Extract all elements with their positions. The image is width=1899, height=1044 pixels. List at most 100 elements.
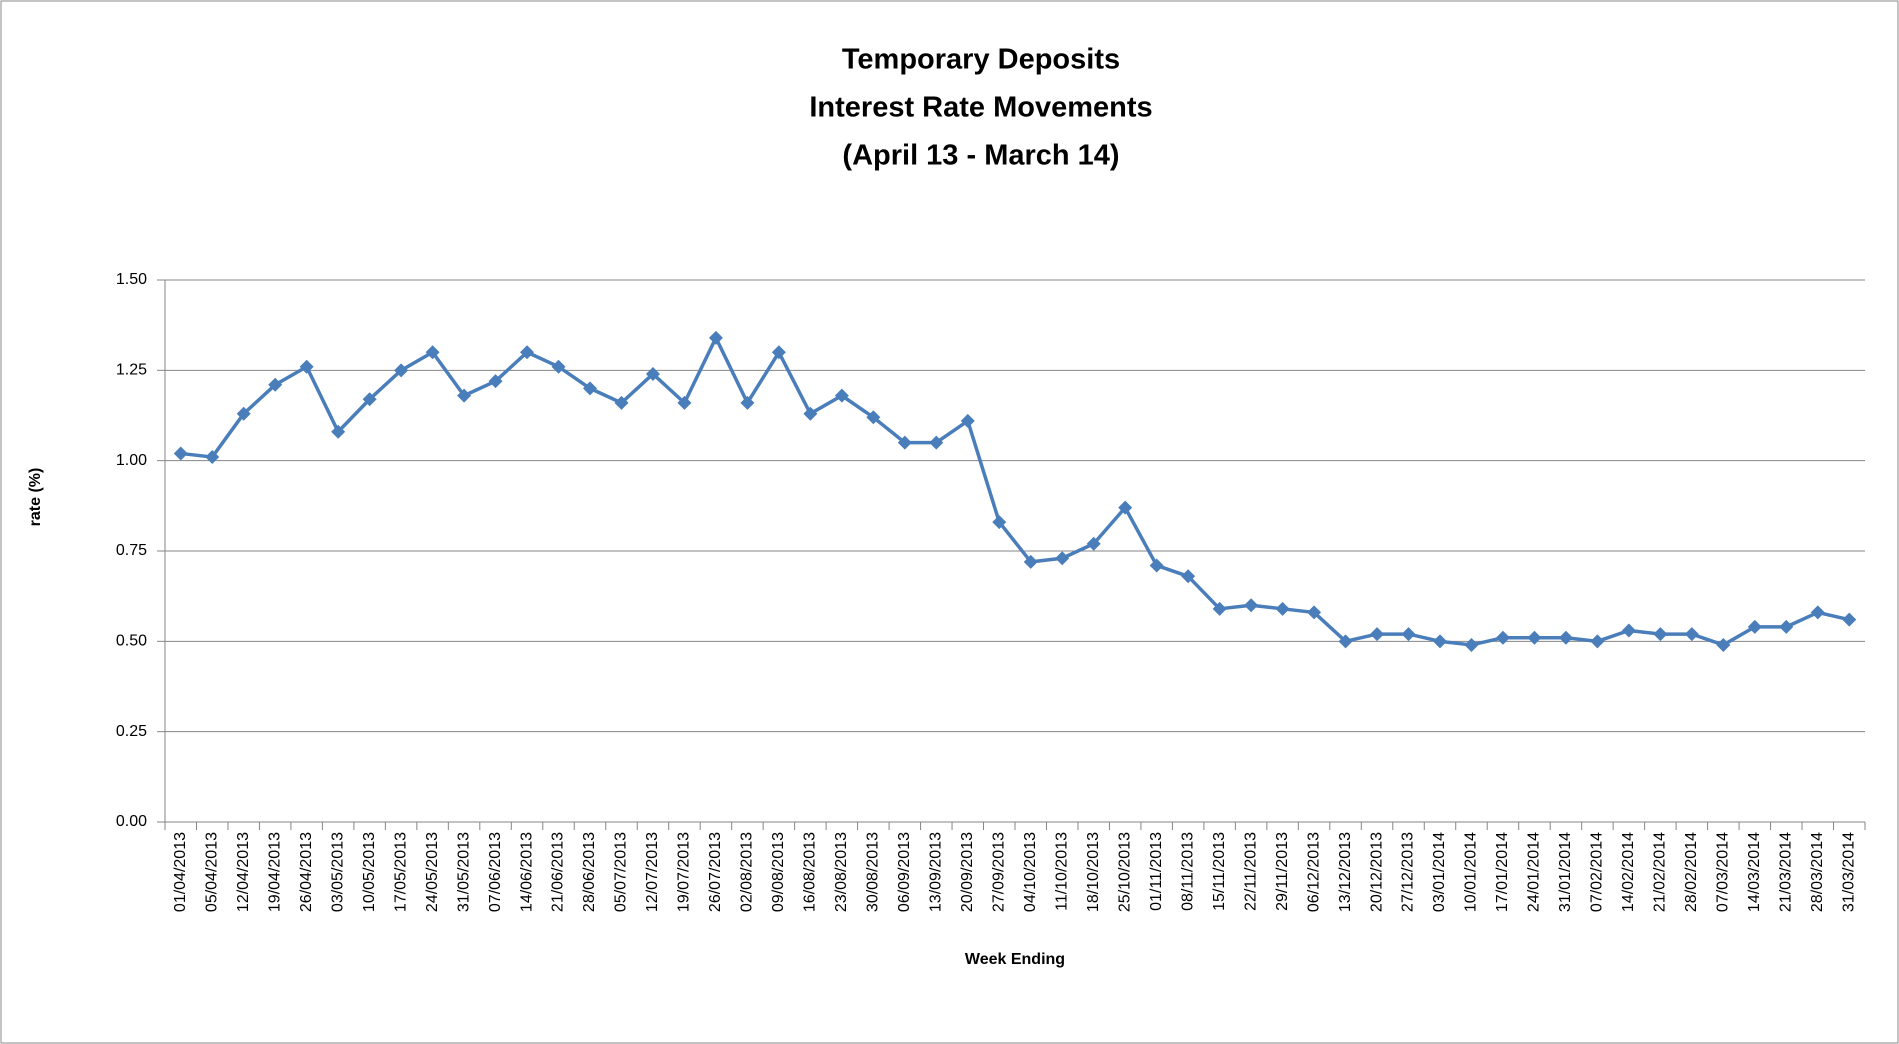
data-point — [1023, 554, 1038, 569]
x-tick-label: 31/03/2014 — [1840, 832, 1857, 912]
data-point — [205, 450, 220, 465]
data-point — [1118, 500, 1133, 515]
data-point — [929, 435, 944, 450]
data-point — [1212, 601, 1227, 616]
y-tick-label: 1.00 — [116, 452, 147, 469]
x-tick-label: 10/01/2014 — [1463, 832, 1480, 912]
data-point — [1181, 569, 1196, 584]
data-point — [1338, 634, 1353, 649]
x-tick-label: 19/04/2013 — [266, 832, 283, 912]
x-tick-label: 11/10/2013 — [1053, 832, 1070, 911]
x-tick-label: 25/10/2013 — [1116, 832, 1133, 912]
x-tick-label: 04/10/2013 — [1022, 832, 1039, 912]
y-axis-title: rate (%) — [27, 468, 44, 527]
data-point — [1401, 627, 1416, 642]
data-point — [1810, 605, 1825, 620]
data-point — [1779, 619, 1794, 634]
x-tick-label: 22/11/2013 — [1242, 832, 1259, 911]
data-point — [960, 413, 975, 428]
x-tick-label: 17/05/2013 — [392, 832, 409, 912]
y-tick-label: 1.25 — [116, 362, 147, 379]
x-tick-label: 24/05/2013 — [424, 832, 441, 912]
x-tick-label: 03/05/2013 — [329, 832, 346, 912]
x-tick-label: 07/03/2014 — [1715, 832, 1732, 912]
x-tick-label: 05/07/2013 — [613, 832, 630, 912]
x-tick-label: 14/02/2014 — [1620, 832, 1637, 912]
data-point — [803, 406, 818, 421]
data-point — [708, 330, 723, 345]
data-point — [1275, 601, 1290, 616]
y-tick-label: 1.50 — [116, 271, 147, 288]
x-tick-label: 29/11/2013 — [1274, 832, 1291, 911]
x-tick-label: 03/01/2014 — [1431, 832, 1448, 912]
data-point — [1527, 630, 1542, 645]
x-tick-label: 10/05/2013 — [361, 832, 378, 912]
y-tick-label: 0.00 — [116, 813, 147, 830]
x-tick-label: 30/08/2013 — [865, 832, 882, 912]
data-point — [1716, 637, 1731, 652]
x-axis-title: Week Ending — [965, 951, 1065, 968]
data-point — [1370, 627, 1385, 642]
chart-title: Temporary Deposits — [842, 44, 1120, 76]
data-point — [1149, 558, 1164, 573]
data-point — [992, 515, 1007, 530]
x-tick-label: 13/12/2013 — [1337, 832, 1354, 912]
data-point — [1464, 637, 1479, 652]
data-point — [394, 363, 409, 378]
x-tick-label: 26/04/2013 — [298, 832, 315, 912]
data-point — [677, 395, 692, 410]
x-tick-label: 28/06/2013 — [581, 832, 598, 912]
data-point — [1842, 612, 1857, 627]
x-tick-label: 07/02/2014 — [1589, 832, 1606, 912]
x-tick-label: 24/01/2014 — [1526, 832, 1543, 912]
x-tick-label: 12/04/2013 — [235, 832, 252, 912]
x-tick-label: 05/04/2013 — [203, 832, 220, 912]
data-point — [173, 446, 188, 461]
data-point — [1558, 630, 1573, 645]
data-point — [488, 374, 503, 389]
x-tick-label: 07/06/2013 — [487, 832, 504, 912]
x-tick-label: 16/08/2013 — [802, 832, 819, 912]
y-tick-label: 0.50 — [116, 633, 147, 650]
x-tick-label: 31/05/2013 — [455, 832, 472, 912]
x-tick-label: 06/12/2013 — [1305, 832, 1322, 912]
data-point — [771, 345, 786, 360]
chart-title: (April 13 - March 14) — [842, 140, 1119, 172]
data-point — [614, 395, 629, 410]
data-point — [834, 388, 849, 403]
data-point — [1055, 551, 1070, 566]
x-tick-label: 20/09/2013 — [959, 832, 976, 912]
data-point — [645, 366, 660, 381]
data-point — [520, 345, 535, 360]
x-tick-label: 28/03/2014 — [1809, 832, 1826, 912]
x-tick-label: 06/09/2013 — [896, 832, 913, 912]
data-point — [425, 345, 440, 360]
x-tick-label: 14/06/2013 — [518, 832, 535, 912]
data-point — [1086, 536, 1101, 551]
x-tick-label: 09/08/2013 — [770, 832, 787, 912]
data-point — [1653, 627, 1668, 642]
x-tick-label: 12/07/2013 — [644, 832, 661, 912]
data-point — [1244, 598, 1259, 613]
data-point — [1684, 627, 1699, 642]
x-tick-label: 18/10/2013 — [1085, 832, 1102, 912]
chart-title: Interest Rate Movements — [809, 92, 1152, 124]
data-point — [866, 410, 881, 425]
x-tick-label: 20/12/2013 — [1368, 832, 1385, 912]
y-tick-label: 0.75 — [116, 542, 147, 559]
x-tick-label: 08/11/2013 — [1179, 832, 1196, 911]
data-point — [1747, 619, 1762, 634]
x-tick-label: 13/09/2013 — [928, 832, 945, 912]
data-point — [457, 388, 472, 403]
x-tick-label: 26/07/2013 — [707, 832, 724, 912]
data-point — [331, 424, 346, 439]
x-tick-label: 19/07/2013 — [676, 832, 693, 912]
x-tick-label: 27/12/2013 — [1400, 832, 1417, 912]
data-point — [551, 359, 566, 374]
data-point — [362, 392, 377, 407]
data-point — [1495, 630, 1510, 645]
data-point — [740, 395, 755, 410]
x-tick-label: 23/08/2013 — [833, 832, 850, 912]
x-tick-label: 17/01/2014 — [1494, 832, 1511, 912]
